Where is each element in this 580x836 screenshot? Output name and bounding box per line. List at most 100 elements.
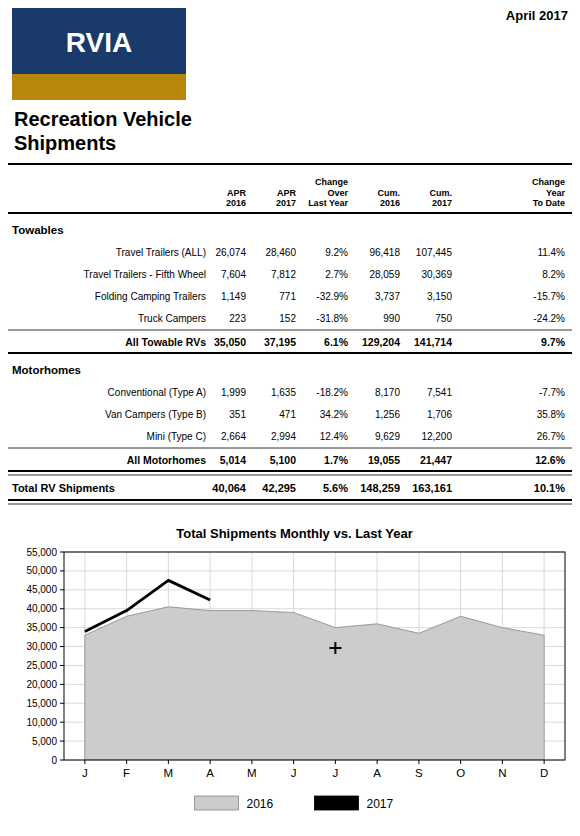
tick-x xyxy=(84,760,85,764)
table-cell: 6.1% xyxy=(324,336,349,348)
tick-y xyxy=(60,608,64,609)
table-bottom-rule xyxy=(8,504,572,505)
tick-y xyxy=(60,589,64,590)
logo-background xyxy=(12,8,186,100)
table-cell: 163,161 xyxy=(412,482,452,494)
tick-label-y: 25,000 xyxy=(26,660,57,671)
tick-y xyxy=(60,703,64,704)
grand-total-rule xyxy=(8,475,572,476)
table-cell: 9.2% xyxy=(325,247,348,258)
column-header: Cum.2016 xyxy=(378,188,401,209)
table-cell: -31.8% xyxy=(316,313,348,324)
legend-swatch xyxy=(195,796,239,810)
table-cell: 37,195 xyxy=(264,336,296,348)
table-cell: 5,014 xyxy=(220,454,246,466)
row-label: Mini (Type C) xyxy=(147,431,206,442)
tick-label-x: N xyxy=(498,767,506,779)
column-header-line: APR xyxy=(277,188,297,198)
table-cell: 7,541 xyxy=(427,387,452,398)
table-cell: 1,149 xyxy=(221,291,246,302)
table-cell: 12.4% xyxy=(320,431,348,442)
table-cell: 11.4% xyxy=(537,247,565,258)
line-series xyxy=(85,580,210,631)
grid-line-y xyxy=(64,608,565,609)
grid-line-y xyxy=(64,589,565,590)
legend-label: 2017 xyxy=(367,797,394,811)
chart-section: Total Shipments Monthly vs. Last Year05,… xyxy=(26,526,565,811)
column-header-line: Change xyxy=(532,177,565,187)
table-cell: 12,200 xyxy=(421,431,452,442)
section-label: Motorhomes xyxy=(12,364,81,376)
table-cell: 2,994 xyxy=(271,431,296,442)
row-label: Travel Trailers (ALL) xyxy=(116,247,206,258)
tick-label-y: 45,000 xyxy=(26,584,57,595)
table-cell: 141,714 xyxy=(414,336,452,348)
tick-x xyxy=(502,760,503,764)
table-cell: 3,737 xyxy=(375,291,400,302)
tick-x xyxy=(126,760,127,764)
plot-area xyxy=(85,580,544,760)
table-cell: 990 xyxy=(383,313,400,324)
table-cell: 9.7% xyxy=(541,336,566,348)
table-cell: 5.6% xyxy=(323,482,348,494)
legend-label: 2016 xyxy=(247,797,274,811)
table-cell: 1,999 xyxy=(221,387,246,398)
table-cell: 28,059 xyxy=(369,269,400,280)
tick-y xyxy=(60,741,64,742)
tick-x xyxy=(251,760,252,764)
table-cell: 96,418 xyxy=(369,247,400,258)
row-label: All Motorhomes xyxy=(127,454,206,466)
tick-label-y: 20,000 xyxy=(26,679,57,690)
subtotal-rule xyxy=(8,330,572,331)
table-cell: 771 xyxy=(279,291,296,302)
tick-label-x: M xyxy=(164,767,174,779)
table-cell: 351 xyxy=(229,409,246,420)
tick-y xyxy=(60,665,64,666)
column-header-line: Over xyxy=(327,188,348,198)
tick-y xyxy=(60,646,64,647)
row-label: All Towable RVs xyxy=(125,336,206,348)
table-cell: 9,629 xyxy=(375,431,400,442)
page-title-line: Shipments xyxy=(14,132,116,154)
row-label: Truck Campers xyxy=(138,313,206,324)
tick-label-y: 40,000 xyxy=(26,603,57,614)
table-cell: 30,369 xyxy=(421,269,452,280)
tick-label-x: F xyxy=(123,767,130,779)
table-cell: 1,635 xyxy=(271,387,296,398)
row-label: Travel Trailers - Fifth Wheel xyxy=(84,269,206,280)
table-cell: 40,064 xyxy=(212,482,247,494)
table-cell: 129,204 xyxy=(362,336,400,348)
table-cell: 26.7% xyxy=(537,431,565,442)
header-top-rule xyxy=(8,163,572,165)
section-end-rule xyxy=(8,352,572,354)
tick-y xyxy=(60,570,64,571)
row-label: Total RV Shipments xyxy=(12,482,115,494)
table-cell: 3,150 xyxy=(427,291,452,302)
table-cell: 7,812 xyxy=(271,269,296,280)
tick-label-x: J xyxy=(291,767,297,779)
tick-y xyxy=(60,760,64,761)
tick-label-y: 55,000 xyxy=(26,547,57,558)
column-header-line: To Date xyxy=(533,198,565,208)
plot-background xyxy=(64,552,565,760)
logo-stripe xyxy=(12,74,186,100)
column-header: APR2017 xyxy=(276,188,297,209)
table-bottom-rule xyxy=(8,499,572,501)
page-title-line: Recreation Vehicle xyxy=(14,108,192,130)
table-cell: 8.2% xyxy=(542,269,565,280)
tick-label-y: 5,000 xyxy=(32,736,57,747)
tick-y xyxy=(60,684,64,685)
tick-x xyxy=(418,760,419,764)
subtotal-rule xyxy=(8,448,572,449)
tick-label-x: J xyxy=(82,767,88,779)
column-header-line: 2017 xyxy=(432,198,452,208)
table-cell: 1,706 xyxy=(427,409,452,420)
tick-label-y: 10,000 xyxy=(26,717,57,728)
table-cell: 8,170 xyxy=(375,387,400,398)
tick-x xyxy=(460,760,461,764)
row-label: Conventional (Type A) xyxy=(108,387,206,398)
plot-frame xyxy=(64,552,565,760)
header-bottom-rule xyxy=(8,212,572,214)
table-cell: -32.9% xyxy=(316,291,348,302)
tick-label-x: A xyxy=(373,767,381,779)
